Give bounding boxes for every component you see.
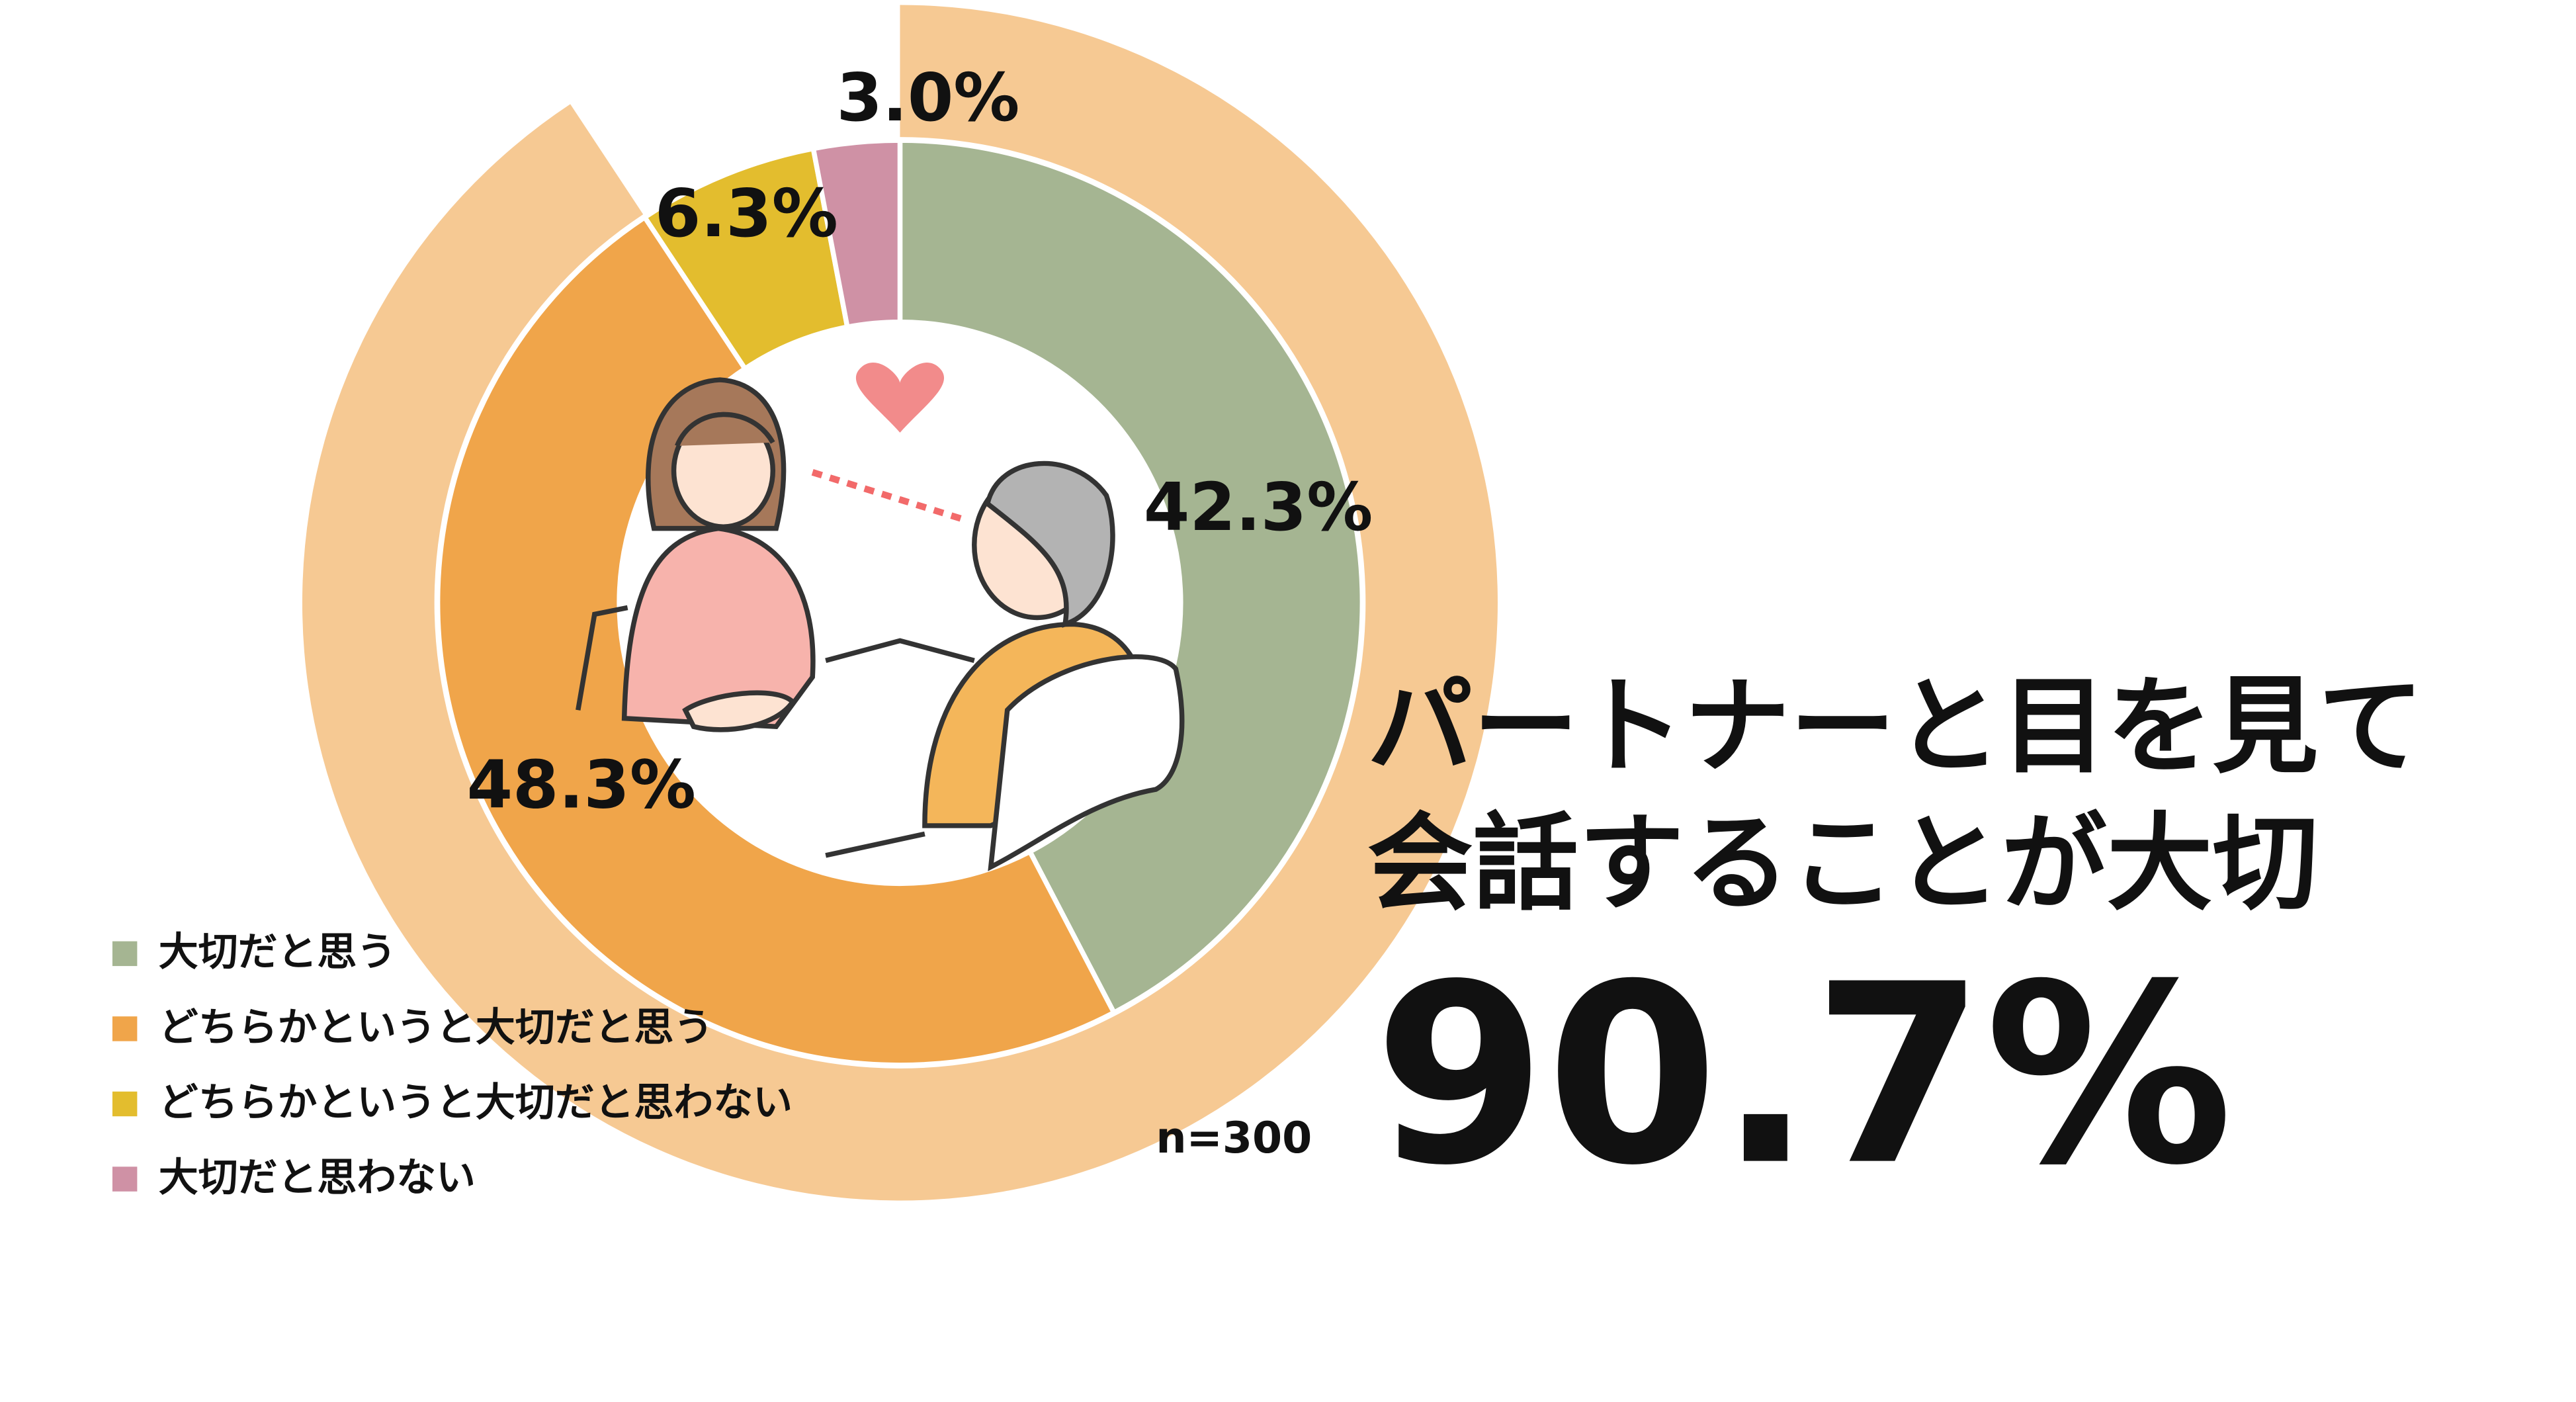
donut-segment (810, 138, 903, 330)
legend-swatch (112, 1166, 138, 1192)
legend-swatch (112, 941, 138, 967)
value-labels: 42.3% 48.3% 6.3% 3.0% (467, 59, 1373, 823)
value-label: 42.3% (1144, 468, 1373, 546)
headline: パートナーと目を見て (1367, 665, 2424, 788)
legend-label: どちらかというと大切だと思わない (159, 1079, 793, 1125)
illustration (576, 363, 1185, 871)
legend-swatch (112, 1016, 138, 1041)
value-label: 3.0% (836, 59, 1019, 136)
legend: 大切だと思うどちらかというと大切だと思うどちらかというと大切だと思わない大切だと… (112, 929, 793, 1201)
legend-swatch (112, 1091, 138, 1117)
legend-label: 大切だと思う (159, 929, 396, 975)
value-label: 6.3% (655, 175, 838, 252)
donut (302, 5, 1498, 1201)
donut-segment (897, 138, 1365, 1016)
sample-size: n=300 (1156, 1114, 1312, 1163)
legend-label: どちらかというと大切だと思う (159, 1004, 713, 1051)
donut-segment (435, 214, 1117, 1068)
highlight-value: 90.7% (1374, 932, 2233, 1220)
value-label: 48.3% (467, 746, 696, 823)
legend-label: 大切だと思わない (159, 1155, 476, 1201)
headline: 会話することが大切 (1367, 802, 2318, 925)
